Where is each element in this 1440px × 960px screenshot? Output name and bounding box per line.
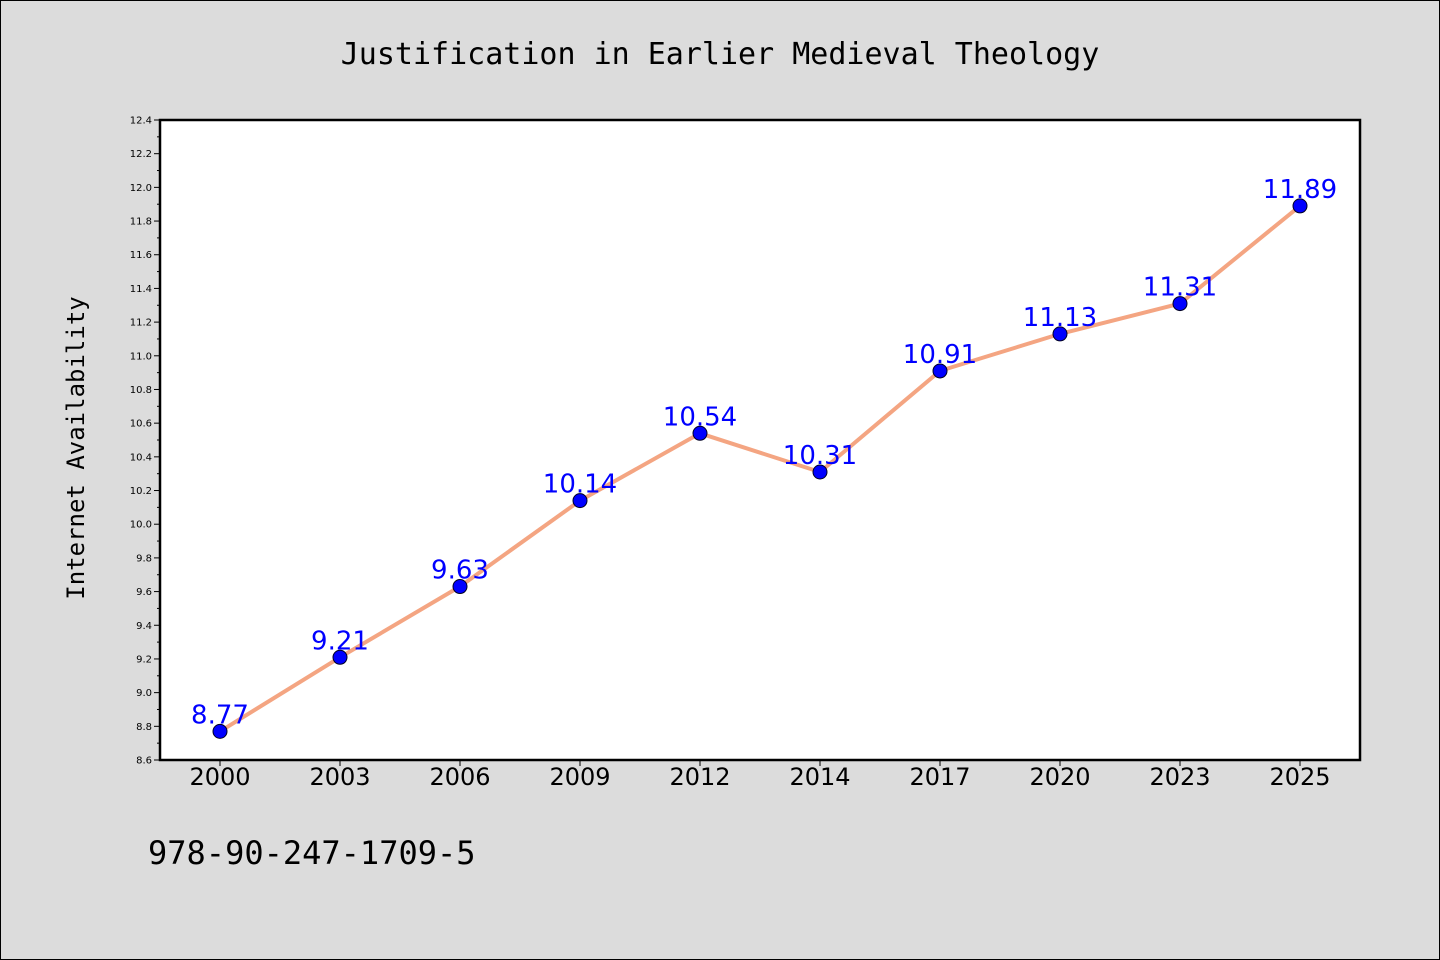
y-tick-label: 9.0 xyxy=(136,688,152,699)
y-tick-label: 12.2 xyxy=(130,149,152,160)
y-tick-label: 10.6 xyxy=(130,419,152,430)
data-label: 10.31 xyxy=(783,441,857,471)
x-tick-label: 2006 xyxy=(429,763,490,791)
x-tick-label: 2014 xyxy=(789,763,850,791)
data-label: 8.77 xyxy=(191,700,249,730)
data-point xyxy=(452,579,468,595)
x-tick-label: 2000 xyxy=(189,763,250,791)
data-label: 10.14 xyxy=(543,470,617,500)
data-point xyxy=(1172,296,1188,312)
data-point xyxy=(332,649,348,665)
y-tick-label: 10.0 xyxy=(130,520,152,531)
data-label: 11.89 xyxy=(1263,175,1337,205)
y-tick-label: 10.2 xyxy=(130,486,152,497)
data-point xyxy=(932,363,948,379)
x-tick-label: 2023 xyxy=(1149,763,1210,791)
y-tick-label: 12.0 xyxy=(130,183,152,194)
data-point xyxy=(212,723,228,739)
data-label: 9.21 xyxy=(311,626,369,656)
y-axis: 8.6 8.8 9.0 9.2 9.4 9.6 9.8 10.0 10.2 10.4 10.6 10.… xyxy=(130,116,160,767)
y-tick-label: 8.6 xyxy=(136,756,152,767)
data-labels-group: 8.77 9.21 9.63 10.14 10.54 10.31 10.91 11.13 11.… xyxy=(191,175,1337,730)
y-tick-label: 9.8 xyxy=(136,553,152,564)
data-point xyxy=(1052,326,1068,342)
x-tick-label: 2003 xyxy=(309,763,370,791)
y-tick-label: 12.4 xyxy=(130,116,152,127)
y-tick-label: 8.8 xyxy=(136,722,152,733)
x-tick-label: 2025 xyxy=(1269,763,1330,791)
data-point xyxy=(692,425,708,441)
x-axis: 2000 2003 2006 2009 2012 2014 2017 2020 2023 2025 xyxy=(189,760,1331,791)
chart-title: Justification in Earlier Medieval Theolo… xyxy=(341,37,1100,72)
y-tick-label: 11.4 xyxy=(130,284,152,295)
data-point xyxy=(572,493,588,509)
data-label: 9.63 xyxy=(431,556,489,586)
series-line xyxy=(218,203,1302,734)
y-tick-label: 10.4 xyxy=(130,452,152,463)
data-label: 10.91 xyxy=(903,340,977,370)
data-label: 11.31 xyxy=(1143,273,1217,303)
x-tick-label: 2009 xyxy=(549,763,610,791)
y-axis-label: Internet Availability xyxy=(62,296,90,599)
y-tick-label: 11.8 xyxy=(130,217,152,228)
y-tick-label: 11.6 xyxy=(130,250,152,261)
y-tick-label: 9.6 xyxy=(136,587,152,598)
x-tick-label: 2020 xyxy=(1029,763,1090,791)
y-tick-label: 10.8 xyxy=(130,385,152,396)
series-line-group xyxy=(218,203,1302,734)
isbn-footer: 978-90-247-1709-5 xyxy=(148,834,476,872)
markers-group xyxy=(212,198,1308,739)
data-point xyxy=(1292,198,1308,214)
data-label: 10.54 xyxy=(663,402,737,432)
y-tick-label: 9.2 xyxy=(136,654,152,665)
x-tick-label: 2017 xyxy=(909,763,970,791)
y-tick-label: 9.4 xyxy=(136,621,152,632)
x-tick-label: 2012 xyxy=(669,763,730,791)
plot-area xyxy=(158,118,1362,762)
y-tick-label: 11.0 xyxy=(130,351,152,362)
y-tick-label: 11.2 xyxy=(130,318,152,329)
data-point xyxy=(812,464,828,480)
data-label: 11.13 xyxy=(1023,303,1097,333)
